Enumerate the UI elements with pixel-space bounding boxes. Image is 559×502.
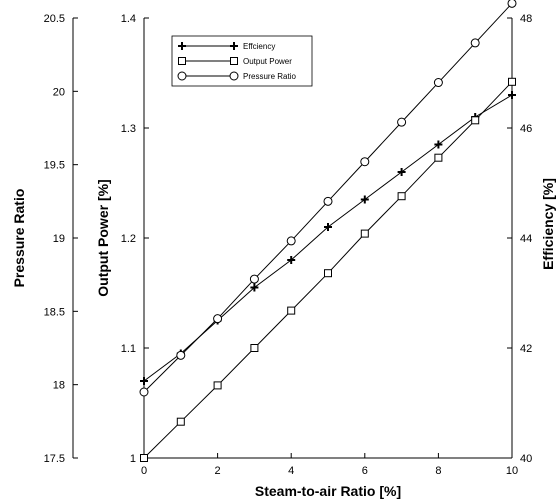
pressure-tick-label: 18.5 bbox=[44, 306, 65, 318]
series-line-effciency bbox=[143, 94, 513, 382]
power-tick-label: 1.3 bbox=[121, 123, 136, 135]
x-tick-label: 4 bbox=[288, 465, 294, 477]
legend-label-pressure-ratio: Pressure Ratio bbox=[243, 72, 296, 81]
data-point-output-power bbox=[213, 381, 222, 390]
x-axis-title: Steam-to-air Ratio [%] bbox=[255, 483, 401, 499]
legend-marker-effciency bbox=[230, 42, 238, 50]
x-tick-label: 8 bbox=[435, 465, 441, 477]
pressure-tick-label: 20 bbox=[53, 86, 65, 98]
data-point-effciency bbox=[324, 223, 332, 231]
data-point-pressure-ratio bbox=[470, 38, 480, 48]
data-point-effciency bbox=[250, 283, 259, 292]
data-point-output-power bbox=[508, 77, 516, 86]
data-point-effciency bbox=[287, 256, 296, 264]
data-point-pressure-ratio bbox=[323, 196, 333, 206]
legend: Effciency Output Power Pressure Ratio bbox=[171, 35, 313, 87]
data-point-pressure-ratio bbox=[176, 350, 186, 360]
data-point-pressure-ratio bbox=[213, 314, 223, 324]
data-point-pressure-ratio bbox=[433, 78, 443, 88]
legend-marker-output-power bbox=[230, 57, 238, 65]
data-point-output-power bbox=[176, 417, 185, 426]
x-tick-label: 0 bbox=[141, 465, 147, 477]
efficiency-tick-label: 42 bbox=[520, 343, 532, 355]
data-point-output-power bbox=[287, 306, 296, 315]
data-point-output-power bbox=[360, 229, 369, 238]
data-point-output-power bbox=[434, 153, 443, 162]
efficiency-tick-label: 48 bbox=[520, 13, 532, 25]
legend-marker-output-power bbox=[178, 57, 186, 65]
pressure-tick-label: 17.5 bbox=[44, 453, 65, 465]
data-point-pressure-ratio bbox=[286, 236, 296, 246]
data-point-effciency bbox=[140, 377, 148, 385]
power-tick-label: 1 bbox=[130, 453, 136, 465]
power-axis-title: Output Power [%] bbox=[95, 179, 111, 296]
pressure-tick-label: 19 bbox=[53, 233, 65, 245]
data-point-effciency bbox=[434, 140, 443, 149]
legend-marker-effciency bbox=[178, 42, 186, 50]
efficiency-tick-label: 44 bbox=[520, 233, 532, 245]
power-tick-label: 1.2 bbox=[121, 233, 136, 245]
series-group bbox=[139, 0, 517, 462]
x-tick-label: 2 bbox=[215, 465, 221, 477]
data-point-pressure-ratio bbox=[360, 157, 370, 167]
x-tick-label: 6 bbox=[362, 465, 368, 477]
x-tick-label: 10 bbox=[506, 465, 518, 477]
series-pressure-ratio bbox=[139, 0, 517, 397]
pressure-tick-label: 20.5 bbox=[44, 13, 65, 25]
pressure-axis-title: Pressure Ratio bbox=[11, 189, 27, 288]
data-point-pressure-ratio bbox=[139, 387, 149, 397]
power-tick-label: 1.4 bbox=[121, 13, 136, 25]
data-point-effciency bbox=[397, 168, 406, 176]
data-point-effciency bbox=[360, 195, 369, 204]
legend-label-effciency: Effciency bbox=[243, 42, 275, 51]
data-point-output-power bbox=[324, 269, 332, 278]
data-point-pressure-ratio bbox=[397, 117, 407, 127]
legend-marker-pressure-ratio bbox=[177, 71, 187, 81]
data-point-output-power bbox=[250, 344, 259, 352]
data-point-pressure-ratio bbox=[507, 0, 517, 8]
data-point-output-power bbox=[140, 454, 148, 462]
data-point-output-power bbox=[471, 116, 480, 125]
pressure-tick-label: 18 bbox=[53, 380, 65, 392]
pressure-tick-label: 19.5 bbox=[44, 160, 65, 172]
power-tick-label: 1.1 bbox=[121, 343, 136, 355]
data-point-pressure-ratio bbox=[249, 274, 259, 284]
efficiency-tick-label: 40 bbox=[520, 453, 532, 465]
efficiency-axis-title: Efficiency [%] bbox=[540, 178, 556, 270]
tick-group: 0 2 4 6 8 1017.51818.51919.52020.511.11.21.31… bbox=[44, 13, 533, 477]
legend-marker-pressure-ratio bbox=[229, 71, 239, 81]
series-output-power bbox=[140, 77, 516, 462]
legend-label-output-power: Output Power bbox=[243, 57, 292, 66]
data-point-effciency bbox=[508, 91, 516, 99]
data-point-output-power bbox=[397, 192, 406, 201]
series-effciency bbox=[140, 91, 516, 385]
efficiency-tick-label: 46 bbox=[520, 123, 532, 135]
